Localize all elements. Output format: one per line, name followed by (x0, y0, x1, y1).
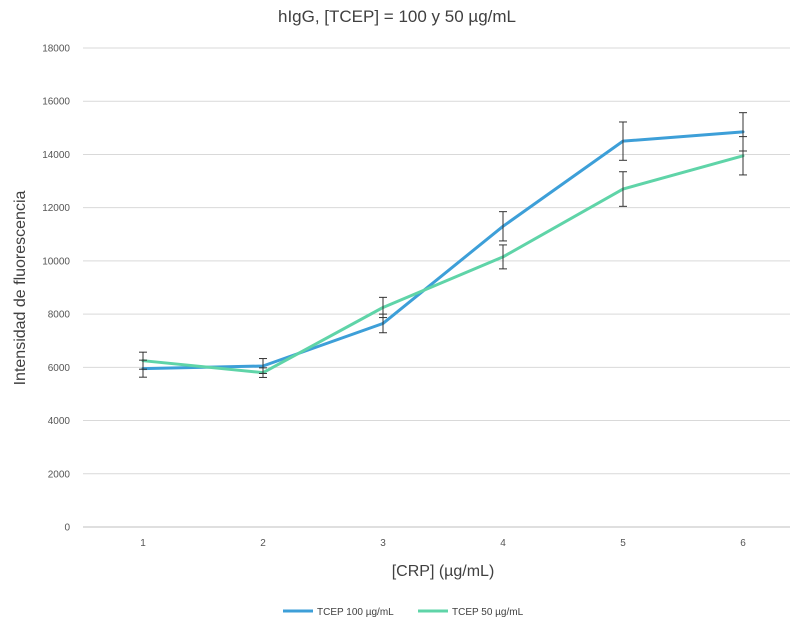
x-axis-label: [CRP] (µg/mL) (392, 563, 495, 580)
x-tick-label: 3 (380, 538, 386, 549)
error-bar (499, 244, 507, 270)
x-axis-ticks: 1 2 3 4 5 6 (140, 538, 746, 549)
y-tick-label: 12000 (42, 203, 70, 214)
legend-label: TCEP 50 µg/mL (452, 607, 524, 618)
chart-title: hIgG, [TCEP] = 100 y 50 µg/mL (278, 7, 516, 26)
error-bar (379, 296, 387, 319)
y-tick-label: 2000 (48, 469, 71, 480)
y-tick-label: 10000 (42, 256, 70, 267)
x-tick-label: 6 (740, 538, 746, 549)
gridlines (83, 47, 790, 528)
y-tick-label: 8000 (48, 310, 71, 321)
error-bar (139, 351, 147, 370)
error-bar (499, 211, 507, 242)
series-layer (139, 112, 747, 378)
y-tick-label: 16000 (42, 97, 70, 108)
error-bar (739, 136, 747, 176)
x-tick-label: 5 (620, 538, 626, 549)
y-tick-label: 6000 (48, 363, 71, 374)
legend: TCEP 100 µg/mL TCEP 50 µg/mL (283, 607, 524, 618)
series-line-1 (141, 130, 745, 371)
y-tick-label: 18000 (42, 44, 70, 55)
error-bar (619, 171, 627, 207)
x-tick-label: 1 (140, 538, 146, 549)
legend-label: TCEP 100 µg/mL (317, 607, 394, 618)
x-tick-label: 4 (500, 538, 506, 549)
y-tick-label: 14000 (42, 150, 70, 161)
x-tick-label: 2 (260, 538, 266, 549)
y-axis-ticks: 0 2000 4000 6000 8000 10000 12000 14000 16000 180… (42, 44, 70, 534)
y-axis-label: Intensidad de fluorescencia (12, 191, 29, 386)
y-tick-label: 4000 (48, 416, 71, 427)
error-bar (259, 367, 267, 378)
series-line-2 (141, 154, 745, 375)
y-tick-label: 0 (64, 523, 70, 534)
error-bar (619, 121, 627, 161)
